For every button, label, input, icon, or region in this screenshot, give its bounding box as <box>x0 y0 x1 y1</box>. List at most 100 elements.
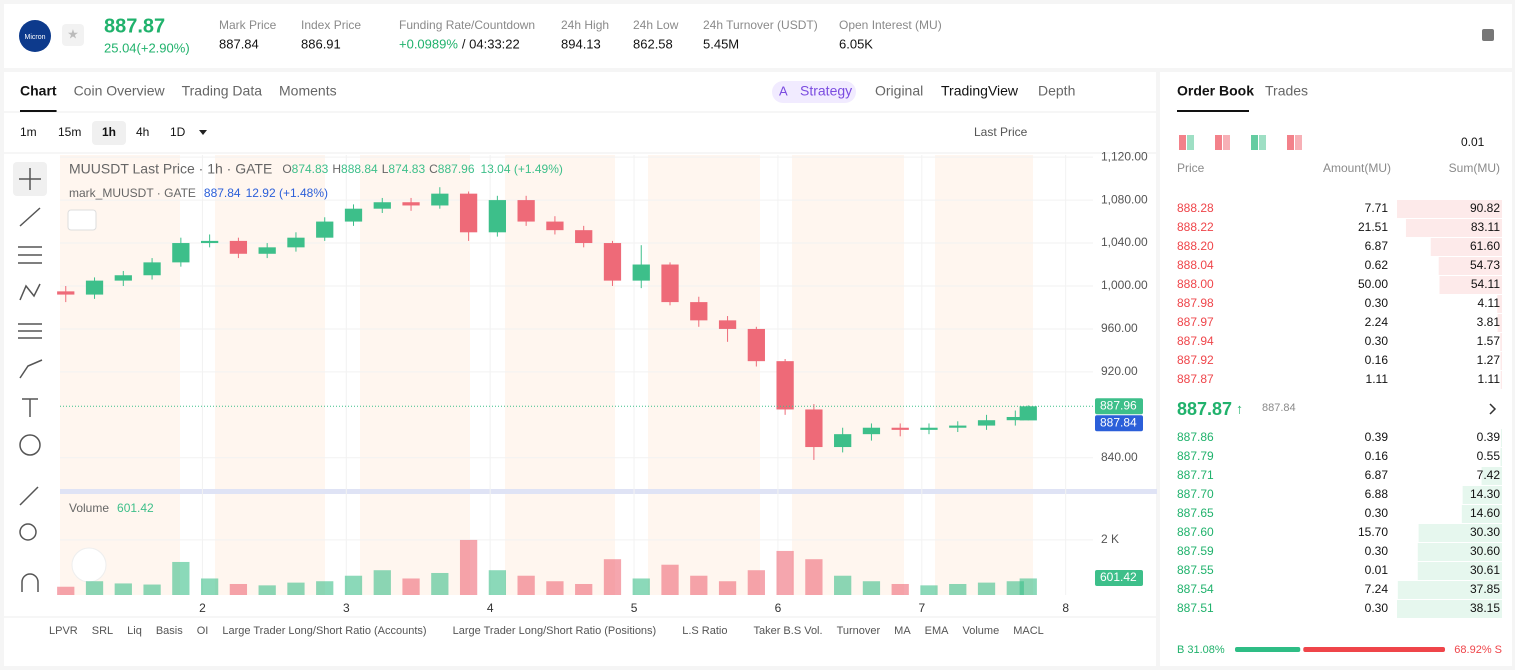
ob-layout-icon[interactable] <box>1179 135 1186 150</box>
interval[interactable]: 15m <box>58 125 81 139</box>
candle-body <box>344 208 363 222</box>
depth-bar <box>1497 314 1502 332</box>
ob-layout-icon[interactable] <box>1251 135 1258 150</box>
pattern-tool[interactable] <box>19 283 41 301</box>
interval[interactable]: 1D <box>170 125 186 139</box>
ob-price: 887.59 <box>1177 544 1214 558</box>
interval[interactable]: 4h <box>136 125 149 139</box>
indicator-tab[interactable]: MACL <box>1013 625 1044 637</box>
indicator-tab[interactable]: OI <box>197 625 209 637</box>
ob-amount: 15.70 <box>1358 525 1388 539</box>
indicator-tab[interactable]: SRL <box>92 625 113 637</box>
ob-amount: 0.30 <box>1365 296 1389 310</box>
indicator-tab[interactable]: Liq <box>127 625 142 637</box>
ob-price: 887.71 <box>1177 468 1214 482</box>
zoom-tool[interactable] <box>19 523 37 541</box>
channel-tool[interactable] <box>18 246 42 264</box>
ob-layout-icon[interactable] <box>1223 135 1230 150</box>
depth-bar <box>1418 524 1502 542</box>
pane-separator[interactable] <box>60 489 1157 494</box>
ob-amount: 0.39 <box>1365 430 1389 444</box>
volume-bar <box>373 570 391 595</box>
stat-value: 894.13 <box>561 36 601 51</box>
x-tick-label: 5 <box>631 601 638 615</box>
header-icon[interactable] <box>1482 29 1494 41</box>
favorite-button[interactable] <box>62 24 84 46</box>
candle-body <box>862 427 881 435</box>
view-tab[interactable]: Strategy <box>800 83 852 99</box>
ob-tab[interactable]: Trades <box>1265 83 1308 99</box>
indicator-tab[interactable]: EMA <box>925 625 950 637</box>
chart-tab[interactable]: Chart <box>20 83 57 99</box>
ob-tab[interactable]: Order Book <box>1177 83 1254 99</box>
ob-layout-icon[interactable] <box>1259 135 1266 150</box>
indicator-tab[interactable]: MA <box>894 625 911 637</box>
chart-tab[interactable]: Moments <box>279 83 337 99</box>
ob-layout-icon[interactable] <box>1295 135 1302 150</box>
ob-price: 887.60 <box>1177 525 1214 539</box>
indicator-tab[interactable]: Large Trader Long/Short Ratio (Positions… <box>453 625 657 637</box>
ob-price: 888.28 <box>1177 201 1214 215</box>
ob-layout-icon[interactable] <box>1187 135 1194 150</box>
ob-precision[interactable]: 0.01 <box>1461 135 1485 149</box>
legend-mark-value: 887.84 <box>204 186 241 200</box>
view-tab[interactable]: TradingView <box>941 83 1019 99</box>
ob-amount: 50.00 <box>1358 277 1388 291</box>
ob-up-arrow: ↑ <box>1236 401 1243 417</box>
ob-price: 887.65 <box>1177 506 1214 520</box>
view-tab[interactable]: Depth <box>1038 83 1075 99</box>
crosshair-tool[interactable] <box>19 168 41 190</box>
candle-body <box>891 427 909 430</box>
line-tool[interactable] <box>19 207 41 227</box>
emoji-tool[interactable] <box>19 434 41 456</box>
view-tab[interactable]: Original <box>875 83 923 99</box>
ob-amount: 0.62 <box>1365 258 1389 272</box>
candle-body <box>632 264 650 281</box>
stat-label: Index Price <box>301 18 361 32</box>
strategy-pill[interactable] <box>772 81 856 103</box>
depth-bar <box>1461 505 1502 523</box>
indicator-tab[interactable]: Large Trader Long/Short Ratio (Accounts) <box>222 625 426 637</box>
ob-sum: 54.73 <box>1470 258 1500 272</box>
indicator-tab[interactable]: Basis <box>156 625 183 637</box>
dropdown-caret[interactable] <box>199 130 207 135</box>
indicator-tab[interactable]: Volume <box>963 625 1000 637</box>
price-change: 25.04(+2.90%) <box>104 40 190 55</box>
ob-price: 887.92 <box>1177 353 1214 367</box>
x-tick-label: 3 <box>343 601 350 615</box>
text-tool[interactable] <box>22 398 38 417</box>
magnet-tool[interactable] <box>21 573 39 592</box>
legend-ohlc-label: L <box>382 162 389 176</box>
ob-layout-icon[interactable] <box>1215 135 1222 150</box>
ob-layout-icon[interactable] <box>1287 135 1294 150</box>
indicator-tab[interactable]: L.S Ratio <box>682 625 727 637</box>
ruler-tool[interactable] <box>19 486 39 506</box>
interval[interactable]: 1h <box>102 125 116 139</box>
ob-sum: 1.57 <box>1477 334 1501 348</box>
ob-price: 887.70 <box>1177 487 1214 501</box>
interval[interactable]: 1m <box>20 125 37 139</box>
ob-price: 887.98 <box>1177 296 1214 310</box>
band <box>792 155 904 595</box>
sell-ratio: 68.92% S <box>1454 644 1502 656</box>
chart-tab[interactable]: Trading Data <box>182 83 263 99</box>
x-tick-label: 6 <box>775 601 782 615</box>
candle-body <box>143 262 161 276</box>
favorite-star[interactable]: ★ <box>67 26 79 41</box>
ob-more[interactable] <box>1489 403 1497 415</box>
volume-bar <box>690 575 708 595</box>
fib-tool[interactable] <box>18 323 42 339</box>
buy-ratio: B 31.08% <box>1177 644 1225 656</box>
indicator-tab[interactable]: Taker B.S Vol. <box>753 625 822 637</box>
price-type[interactable]: Last Price <box>974 125 1028 139</box>
collapse-legend[interactable] <box>67 209 97 231</box>
tv-logo <box>71 547 107 583</box>
indicator-tab[interactable]: Turnover <box>837 625 881 637</box>
legend-mark-title: mark_MUUSDT · GATE <box>69 186 196 200</box>
chart-tab[interactable]: Coin Overview <box>74 83 166 99</box>
candle-body <box>431 193 449 206</box>
volume-bar <box>920 585 938 595</box>
brush-tool[interactable] <box>19 359 43 379</box>
indicator-tab[interactable]: LPVR <box>49 625 78 637</box>
